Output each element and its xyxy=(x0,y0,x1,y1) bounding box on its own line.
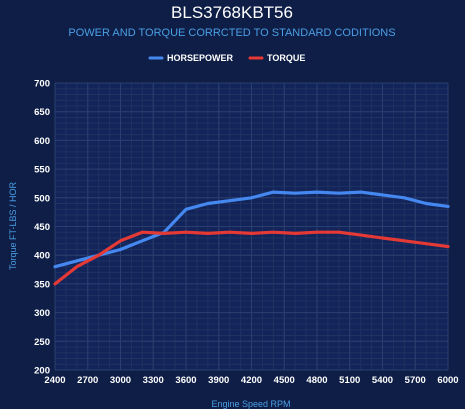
x-tick-label: 4500 xyxy=(274,375,295,386)
x-tick-label: 3600 xyxy=(175,375,196,386)
y-tick-label: 500 xyxy=(34,193,50,204)
series-line-horsepower xyxy=(53,190,450,269)
series-group xyxy=(53,190,450,286)
chart-subtitle: POWER AND TORQUE CORRCTED TO STANDARD CO… xyxy=(68,27,395,39)
legend-label: TORQUE xyxy=(267,53,305,63)
y-axis: 200 250 300 350 400 450 500 550 600 650 700 xyxy=(34,79,50,377)
x-tick-label: 4200 xyxy=(241,375,262,386)
legend-label: HORSEPOWER xyxy=(167,53,234,63)
x-tick-label: 6000 xyxy=(437,375,458,386)
series-line-torque xyxy=(53,230,450,286)
x-tick-label: 3300 xyxy=(143,375,164,386)
x-tick-label: 2700 xyxy=(77,375,98,386)
y-tick-label: 200 xyxy=(34,366,50,377)
x-tick-label: 5400 xyxy=(372,375,393,386)
y-tick-label: 350 xyxy=(34,279,50,290)
x-axis: 2400 2700 3000 3300 3600 3900 4200 4500 4800 5100… xyxy=(44,375,458,386)
y-tick-label: 250 xyxy=(34,337,50,348)
x-axis-title: Engine Speed RPM xyxy=(211,399,290,409)
y-tick-label: 600 xyxy=(34,136,50,147)
x-tick-label: 3000 xyxy=(110,375,131,386)
x-tick-label: 5100 xyxy=(339,375,360,386)
grid xyxy=(54,82,449,371)
x-tick-label: 5700 xyxy=(405,375,426,386)
chart-title: BLS3768KBT56 xyxy=(171,3,293,22)
y-tick-label: 550 xyxy=(34,165,50,176)
y-tick-label: 450 xyxy=(34,222,50,233)
y-tick-label: 650 xyxy=(34,107,50,118)
y-axis-title: Torque FT-LBS / HOR xyxy=(8,181,18,270)
y-tick-label: 300 xyxy=(34,308,50,319)
y-tick-label: 700 xyxy=(34,79,50,90)
y-tick-label: 400 xyxy=(34,251,50,262)
x-tick-label: 2400 xyxy=(44,375,65,386)
x-tick-label: 4800 xyxy=(306,375,327,386)
x-tick-label: 3900 xyxy=(208,375,229,386)
legend: HORSEPOWER TORQUE xyxy=(148,53,305,63)
